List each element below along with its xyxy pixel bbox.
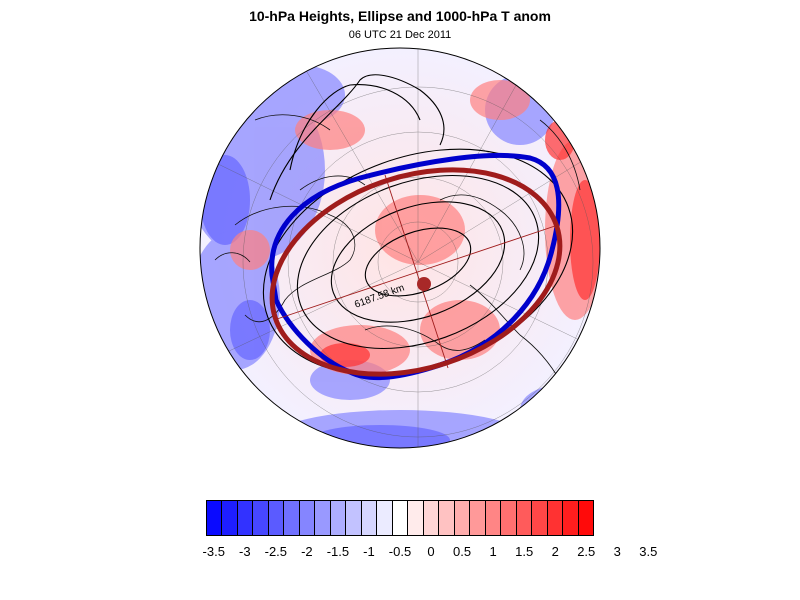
colorbar-swatch — [408, 501, 424, 535]
colorbar-swatch — [330, 501, 347, 535]
colorbar-swatch — [501, 501, 517, 535]
colorbar-swatch — [284, 501, 300, 535]
colorbar-swatch — [532, 501, 548, 535]
colorbar-swatch — [563, 501, 579, 535]
colorbar-tick-label: 3 — [613, 544, 621, 559]
colorbar-swatch — [392, 501, 409, 535]
colorbar-swatch — [207, 501, 223, 535]
colorbar-swatch — [346, 501, 362, 535]
colorbar-tick-label: -2 — [301, 544, 313, 559]
colorbar-tick-label: 1 — [489, 544, 497, 559]
colorbar-swatch — [439, 501, 455, 535]
colorbar-swatch — [454, 501, 471, 535]
colorbar-swatch — [485, 501, 502, 535]
colorbar-swatch — [470, 501, 486, 535]
globe-outline — [199, 47, 601, 449]
colorbar-ticks: -3.5 -3 -2.5 -2 -1.5 -1 -0.5 0 0.5 1 1.5 2 2.5 3 3.5 — [0, 544, 800, 562]
colorbar-tick-label: -1.5 — [326, 544, 350, 559]
colorbar-swatch — [377, 501, 393, 535]
colorbar-swatch — [578, 501, 594, 535]
colorbar-swatch — [361, 501, 378, 535]
colorbar-tick-label: -1 — [363, 544, 375, 559]
colorbar-tick-label: -2.5 — [264, 544, 288, 559]
fitted-ellipse — [269, 167, 563, 377]
map-title: 10-hPa Heights, Ellipse and 1000-hPa T a… — [249, 8, 551, 24]
ellipse-axes — [273, 174, 559, 369]
ellipse-center-marker — [417, 277, 431, 291]
colorbar-tick-label: 1.5 — [515, 544, 534, 559]
colorbar-tick-label: 2 — [551, 544, 559, 559]
colorbar-tick-label: -3 — [239, 544, 251, 559]
colorbar-swatch — [516, 501, 533, 535]
colorbar-tick-label: -0.5 — [388, 544, 412, 559]
map-subtitle: 06 UTC 21 Dec 2011 — [348, 29, 452, 41]
colorbar-swatch — [222, 501, 238, 535]
colorbar-tick-label: 0.5 — [453, 544, 472, 559]
colorbar-tick-label: 3.5 — [639, 544, 658, 559]
colorbar-swatch — [547, 501, 564, 535]
colorbar-tick-label: 0 — [427, 544, 435, 559]
colorbar-swatch — [299, 501, 316, 535]
colorbar-swatch — [315, 501, 331, 535]
colorbar — [206, 500, 594, 536]
colorbar-swatch — [253, 501, 269, 535]
colorbar-swatch — [423, 501, 440, 535]
colorbar-swatch — [268, 501, 285, 535]
colorbar-tick-label: -3.5 — [202, 544, 225, 559]
colorbar-tick-label: 2.5 — [577, 544, 596, 559]
globe-fill — [200, 48, 600, 448]
colorbar-swatch — [237, 501, 254, 535]
